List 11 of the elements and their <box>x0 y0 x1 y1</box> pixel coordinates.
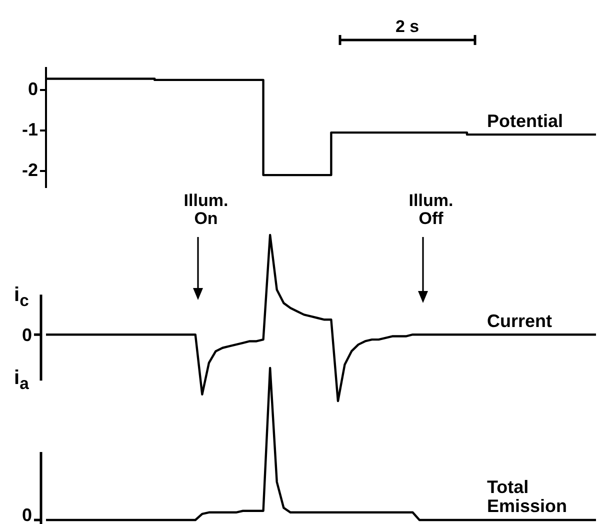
y-tick-label: -2 <box>22 160 38 180</box>
y-tick-label: -1 <box>22 120 38 140</box>
text: i$_{c}$ <box>14 284 29 311</box>
text: i$_{a}$ <box>14 367 29 394</box>
series-label: Potential <box>487 110 564 131</box>
y-tick-label: 0 <box>28 79 38 100</box>
text: Illum. Off <box>408 191 454 228</box>
series-label: Total Emission <box>487 477 568 516</box>
text: 2 s <box>396 17 420 36</box>
text: Illum. On <box>182 191 230 228</box>
series-label: Current <box>487 310 554 331</box>
